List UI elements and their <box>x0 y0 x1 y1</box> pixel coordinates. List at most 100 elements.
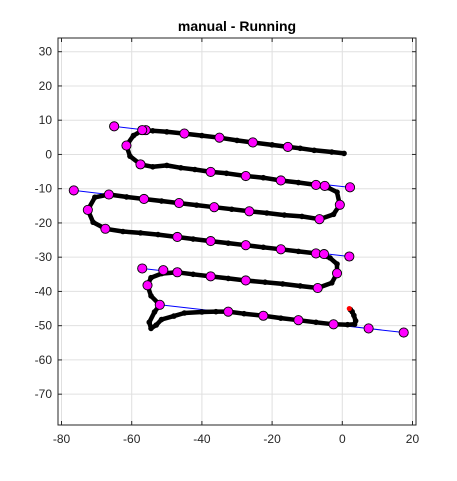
waypoint-27 <box>240 240 251 251</box>
trajectory-point-67 <box>297 283 303 289</box>
trajectory-point-68 <box>279 281 286 287</box>
trajectory-point-92 <box>278 315 284 321</box>
trajectory-point-0 <box>341 150 347 157</box>
trajectory-point-12 <box>149 128 156 134</box>
trajectory-point-42 <box>158 198 165 204</box>
trajectory-point-36 <box>264 210 270 216</box>
waypoint-18 <box>174 198 185 209</box>
x-tick-label-5: 20 <box>406 432 420 446</box>
y-tick-label-5: -20 <box>35 216 53 230</box>
waypoint-28 <box>275 244 286 255</box>
waypoint-42 <box>258 310 269 321</box>
waypoint-23 <box>82 204 93 215</box>
trajectory-point-11 <box>164 129 170 135</box>
x-tick-labels: -80 -60 -40 -20 0 20 <box>53 432 420 446</box>
axes <box>57 37 417 426</box>
y-tick-label-9: 20 <box>39 79 53 93</box>
trajectory-point-73 <box>190 271 196 278</box>
trajectory-point-3 <box>297 145 303 152</box>
y-tick-label-2: -50 <box>35 319 53 333</box>
trajectory-point-88 <box>213 308 219 315</box>
waypoint-15 <box>68 185 79 196</box>
waypoint-3 <box>179 128 190 139</box>
trajectory-point-18 <box>149 163 156 170</box>
trajectory-point-60 <box>295 248 302 255</box>
trajectory-point-63 <box>334 261 340 267</box>
trajectory-point-34 <box>299 213 305 220</box>
waypoint-46 <box>398 327 409 338</box>
trajectory-point-16 <box>127 153 133 159</box>
trajectory-point-94 <box>313 319 319 326</box>
trajectory-point-54 <box>190 236 196 242</box>
waypoint-2 <box>137 125 148 136</box>
y-tick-label-8: 10 <box>39 113 53 127</box>
waypoint-20 <box>244 206 255 217</box>
trajectory-point-71 <box>225 275 232 282</box>
y-tick-label-3: -40 <box>35 284 53 298</box>
trajectory-point-14 <box>130 132 137 139</box>
waypoint-14 <box>344 182 356 193</box>
trajectory-point-5 <box>269 142 275 148</box>
waypoint-37 <box>312 282 323 294</box>
waypoint-38 <box>331 268 343 279</box>
y-tick-label-6: -10 <box>35 182 53 196</box>
waypoint-41 <box>223 306 234 317</box>
chart-title: manual - Running <box>178 18 296 34</box>
waypoint-31 <box>344 251 355 262</box>
waypoint-35 <box>205 271 216 282</box>
trajectory-point-80 <box>151 309 158 315</box>
grid <box>58 38 416 425</box>
x-tick-label-0: -80 <box>53 432 71 446</box>
trajectory-point-48 <box>90 219 96 226</box>
trajectory-point-58 <box>260 244 267 251</box>
trajectory-point-96 <box>344 321 351 328</box>
trajectory-point-90 <box>241 310 247 317</box>
waypoint-19 <box>209 202 220 213</box>
trajectory-point-82 <box>148 325 154 332</box>
trajectory-point-46 <box>92 194 98 201</box>
waypoint-8 <box>135 159 146 170</box>
trajectory-point-2 <box>311 147 318 154</box>
y-tick-labels: -70 -60 -50 -40 -30 -20 -10 0 10 20 30 <box>35 45 53 401</box>
trajectory-point-19 <box>164 162 170 169</box>
trajectory-point-69 <box>262 279 268 285</box>
waypoint-34 <box>172 267 183 278</box>
trajectory-point-25 <box>260 174 267 181</box>
trajectory-point-87 <box>199 309 205 315</box>
waypoint-11 <box>275 175 286 186</box>
y-tick-label-1: -60 <box>35 353 53 367</box>
y-tick-label-4: -30 <box>35 250 53 264</box>
y-tick-label-0: -70 <box>35 387 53 401</box>
y-tick-label-7: 0 <box>45 147 52 161</box>
waypoint-6 <box>282 141 293 152</box>
trajectory-point-38 <box>228 206 235 213</box>
axes-box <box>57 37 417 426</box>
trajectory-point-50 <box>120 228 126 235</box>
waypoint-9 <box>205 166 216 177</box>
trajectory-point-20 <box>178 164 184 171</box>
x-tick-label-4: 0 <box>339 432 346 446</box>
trajectory-point-44 <box>123 194 130 200</box>
trajectory-point-30 <box>334 189 340 195</box>
waypoint-16 <box>103 189 114 200</box>
trajectory-point-7 <box>234 137 240 144</box>
waypoint-21 <box>314 214 325 225</box>
waypoint-33 <box>158 265 169 276</box>
trajectory-point-78 <box>148 293 154 299</box>
waypoint-36 <box>240 275 251 286</box>
x-tick-label-2: -40 <box>193 432 211 446</box>
waypoint-39 <box>142 280 153 291</box>
trajectory-point-52 <box>155 231 161 238</box>
waypoint-10 <box>240 170 251 182</box>
trajectory-point-21 <box>192 166 198 173</box>
waypoint-4 <box>214 132 225 143</box>
trajectory-point-56 <box>225 240 232 246</box>
waypoint-26 <box>205 236 216 247</box>
trajectory-point-76 <box>148 274 154 281</box>
waypoint-0 <box>109 121 120 132</box>
waypoint-7 <box>121 140 132 151</box>
trajectory-point-98 <box>352 318 359 324</box>
waypoint-44 <box>328 319 339 330</box>
